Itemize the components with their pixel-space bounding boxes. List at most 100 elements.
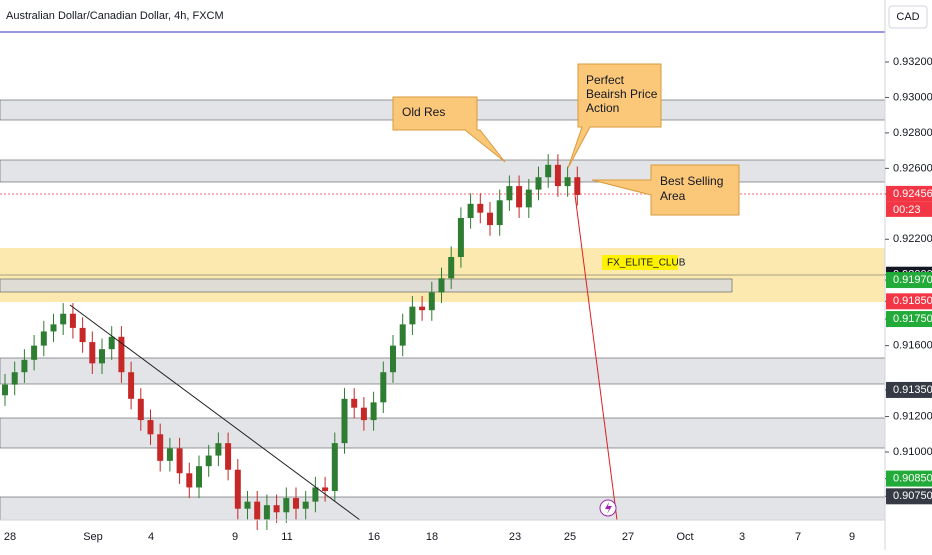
zone	[0, 159, 886, 183]
date-label: 9	[849, 531, 855, 543]
callout-text: Best Selling	[660, 174, 723, 188]
candle-body	[234, 469, 241, 509]
zone	[0, 278, 733, 293]
candle-body	[244, 501, 251, 509]
price-box	[886, 185, 932, 202]
candle-body	[409, 306, 416, 325]
candle-body	[448, 256, 455, 279]
date-label: 25	[564, 531, 576, 543]
price-label: 0.91200	[893, 410, 932, 422]
candle-body	[322, 487, 329, 491]
candle-body	[535, 177, 542, 190]
candle-body	[351, 398, 358, 408]
candle-body	[99, 349, 105, 364]
price-label: 0.90850	[893, 472, 932, 484]
price-box	[886, 272, 932, 289]
candle-body	[89, 342, 96, 364]
candle-body	[302, 501, 309, 509]
candle-body	[108, 336, 115, 350]
candle-body	[2, 384, 8, 396]
date-label: 23	[509, 531, 521, 543]
candle-body	[118, 336, 125, 373]
candle-body	[467, 203, 474, 218]
candle-body	[419, 306, 426, 311]
candle-body	[293, 498, 299, 509]
price-label: 0.91000	[893, 446, 932, 458]
candle-body	[21, 359, 28, 373]
price-box	[886, 311, 932, 328]
trend-line	[69, 304, 361, 521]
callout-text: Old Res	[402, 105, 445, 119]
date-label: 28	[4, 531, 16, 543]
candle-body	[254, 501, 261, 520]
currency-button[interactable]	[888, 5, 928, 29]
zone	[0, 496, 886, 521]
price-label: 0.91970	[893, 274, 932, 286]
date-label: 4	[148, 531, 154, 543]
price-box	[886, 293, 932, 310]
price-label: 0.91350	[893, 384, 932, 396]
candle-body	[506, 186, 513, 201]
candle-body	[554, 164, 561, 187]
date-label: 18	[426, 531, 438, 543]
callout-text: Action	[586, 101, 619, 115]
candles	[2, 154, 581, 530]
callout-text: Beairsh Price	[586, 87, 658, 101]
date-label: 11	[281, 531, 292, 543]
candle-body	[196, 466, 202, 488]
date-label: Oct	[676, 531, 693, 543]
candle-body	[390, 345, 396, 373]
price-labels: 0.93200 0.93000 0.92800 0.92600 0.92456 00:23…	[885, 56, 932, 505]
projection-line	[574, 194, 618, 521]
callout	[567, 63, 662, 169]
date-label: 16	[368, 531, 380, 543]
candle-body	[331, 443, 338, 491]
date-label: 27	[622, 531, 634, 543]
candle-body	[225, 443, 232, 470]
candle-body	[215, 443, 222, 456]
candle-body	[137, 398, 144, 421]
currency: CAD	[896, 11, 919, 23]
candle-body	[545, 164, 552, 178]
candle-body	[273, 505, 280, 513]
candle-body	[263, 505, 270, 520]
price-label: 0.92456	[893, 188, 932, 200]
price-label: 0.90750	[893, 490, 932, 502]
event-icon-bolt	[605, 502, 612, 514]
candle-body	[11, 372, 18, 385]
price-label: 0.92600	[893, 162, 932, 174]
price-box	[886, 488, 932, 505]
candle-body	[186, 473, 193, 488]
countdown-box	[886, 201, 932, 217]
candle-body	[205, 455, 212, 467]
candle-body	[496, 200, 503, 226]
date-labels: 28 Sep 4 9 11 16 18 23 25 27 Oct 3 7 9	[4, 531, 855, 543]
price-box	[886, 470, 932, 487]
candle-body	[380, 372, 387, 403]
candle-body	[574, 177, 581, 195]
candle-body	[564, 177, 571, 187]
callout-text: Area	[660, 189, 686, 203]
candle-body	[128, 372, 135, 399]
candle-body	[457, 217, 464, 257]
candle-body	[40, 331, 47, 346]
candle-body	[60, 313, 67, 325]
callout	[392, 96, 506, 163]
label-text: FX_ELITE_CLUB	[607, 258, 686, 269]
date-label: 3	[739, 531, 745, 543]
label-box	[602, 255, 678, 270]
countdown: 00:23	[893, 204, 921, 216]
price-box	[886, 381, 932, 398]
candle-body	[147, 420, 154, 435]
price-label: 0.93000	[893, 91, 932, 103]
candle-body	[477, 203, 484, 213]
price-label: 0.91750	[893, 313, 932, 325]
candle-body	[516, 186, 523, 208]
price-label: 0.91600	[893, 340, 932, 352]
candle-body	[438, 278, 445, 293]
zone	[0, 417, 886, 449]
candle-body	[341, 398, 348, 444]
candle-body	[79, 327, 86, 343]
